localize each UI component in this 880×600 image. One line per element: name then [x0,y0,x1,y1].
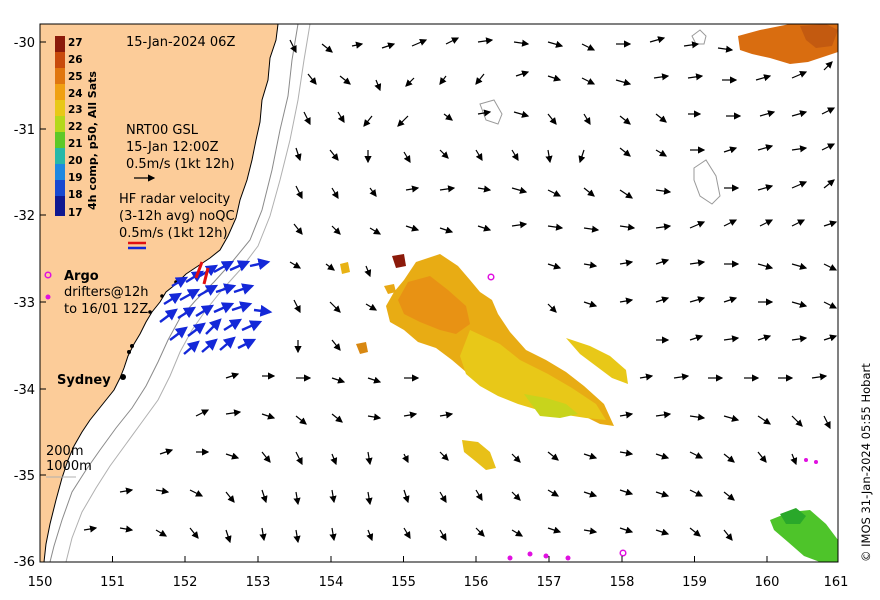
y-tick-label: -35 [14,469,35,484]
colorbar-label: 24 [68,88,83,100]
radar-legend-line2: (3-12h avg) noQC [119,209,235,224]
city-label-sydney: Sydney [57,373,111,388]
argo-legend-label: Argo [64,269,99,284]
colorbar-label: 23 [68,104,83,116]
x-tick-label: 151 [100,575,125,590]
y-tick-label: -32 [14,209,35,224]
x-tick-label: 156 [464,575,489,590]
hf-radar-vectors [159,258,273,355]
drifter-legend-line1: drifters@12h [64,285,149,300]
colorbar-label: 20 [68,155,83,167]
y-axis [40,41,46,563]
model-legend-line1: NRT00 GSL [126,123,199,138]
x-tick-label: 161 [824,575,849,590]
x-tick-label: 154 [319,575,344,590]
colorbar-title: 4h comp, p50, All Sats [86,71,99,210]
credit-text: © IMOS 31-Jan-2024 05:55 Hobart [859,363,873,562]
colorbar-label: 26 [68,54,83,66]
sst-colorbar [55,36,65,216]
colorbar-label: 22 [68,121,83,133]
x-tick-label: 152 [173,575,198,590]
x-tick-label: 155 [391,575,416,590]
drifter-tracks [507,458,818,561]
colorbar-label: 19 [68,172,83,184]
x-tick-label: 157 [537,575,562,590]
y-tick-label: -36 [14,555,35,570]
x-tick-label: 150 [28,575,53,590]
x-axis [39,556,839,562]
argo-floats [487,273,627,557]
x-tick-label: 158 [610,575,635,590]
radar-legend-line3: 0.5m/s (1kt 12h) [119,226,228,241]
colorbar-label: 17 [68,207,83,219]
x-tick-label: 159 [682,575,707,590]
land-australia [40,24,279,562]
y-tick-label: -33 [14,296,35,311]
y-tick-label: -30 [14,36,35,51]
x-tick-label: 160 [755,575,780,590]
y-tick-label: -34 [14,383,35,398]
drifter-legend-icon [45,294,51,300]
x-tick-label: 153 [246,575,271,590]
radar-legend-line1: HF radar velocity [119,192,231,207]
contour-200-label: 200m [46,444,83,459]
plot-frame [39,23,839,563]
sst-patches [340,24,838,562]
colorbar-label: 25 [68,71,83,83]
model-legend-line2: 15-Jan 12:00Z [126,140,219,155]
colorbar-label: 18 [68,189,83,201]
y-tick-label: -31 [14,123,35,138]
island-contour [477,29,721,323]
drifter-legend-line2: to 16/01 12Z [64,302,148,317]
model-current-vectors [83,36,838,544]
contour-1000m [65,24,311,562]
colorbar-label: 21 [68,138,83,150]
contour-200m [49,24,299,562]
hf-radar-red-vectors [194,261,210,285]
model-legend-line3: 0.5m/s (1kt 12h) [126,157,235,172]
colorbar-label: 27 [68,37,83,49]
contour-1000-label: 1000m [46,459,92,474]
argo-legend-icon [44,271,52,279]
map-timestamp: 15-Jan-2024 06Z [126,35,235,50]
